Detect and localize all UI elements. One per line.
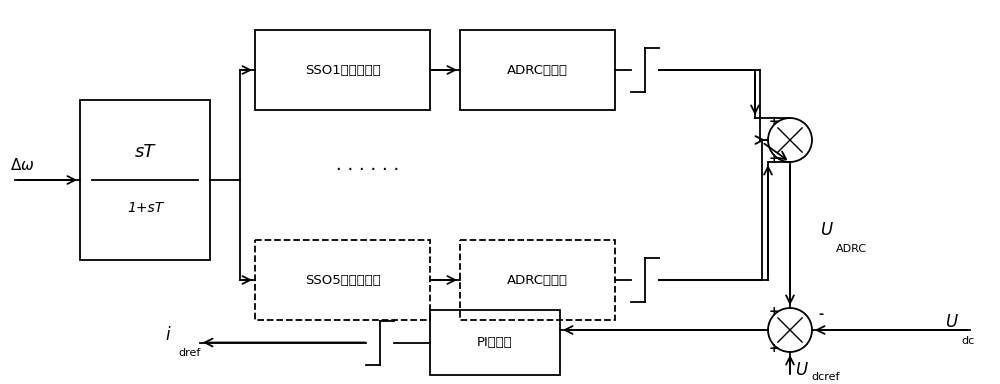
Text: $i$: $i$ (165, 326, 172, 344)
Text: +: + (768, 152, 779, 165)
Text: dc: dc (961, 336, 974, 346)
Text: $U$: $U$ (820, 221, 834, 239)
Text: ADRC控制器: ADRC控制器 (507, 63, 568, 76)
Bar (80, 100, 210, 260)
Text: PI控制器: PI控制器 (477, 336, 513, 349)
Text: +: + (768, 115, 779, 128)
Text: $\Delta\omega$: $\Delta\omega$ (10, 157, 35, 173)
Text: · · · · · ·: · · · · · · (336, 161, 400, 179)
Text: 1+sT: 1+sT (127, 201, 163, 215)
Text: sT: sT (135, 143, 155, 161)
Text: SSO5带通滤波器: SSO5带通滤波器 (305, 273, 380, 286)
Text: ADRC控制器: ADRC控制器 (507, 273, 568, 286)
Bar (460, 30, 615, 110)
Bar (430, 310, 560, 375)
Text: SSO1带通滤波器: SSO1带通滤波器 (305, 63, 380, 76)
Text: dcref: dcref (811, 372, 840, 382)
Text: +: + (768, 342, 779, 355)
Text: +: + (768, 305, 779, 318)
Bar (255, 30, 430, 110)
Bar (255, 240, 430, 320)
Text: -: - (818, 308, 823, 321)
Bar (460, 240, 615, 320)
Text: $U$: $U$ (945, 313, 959, 331)
Text: $U$: $U$ (795, 361, 809, 379)
Text: dref: dref (178, 349, 200, 359)
Text: ADRC: ADRC (836, 244, 867, 254)
